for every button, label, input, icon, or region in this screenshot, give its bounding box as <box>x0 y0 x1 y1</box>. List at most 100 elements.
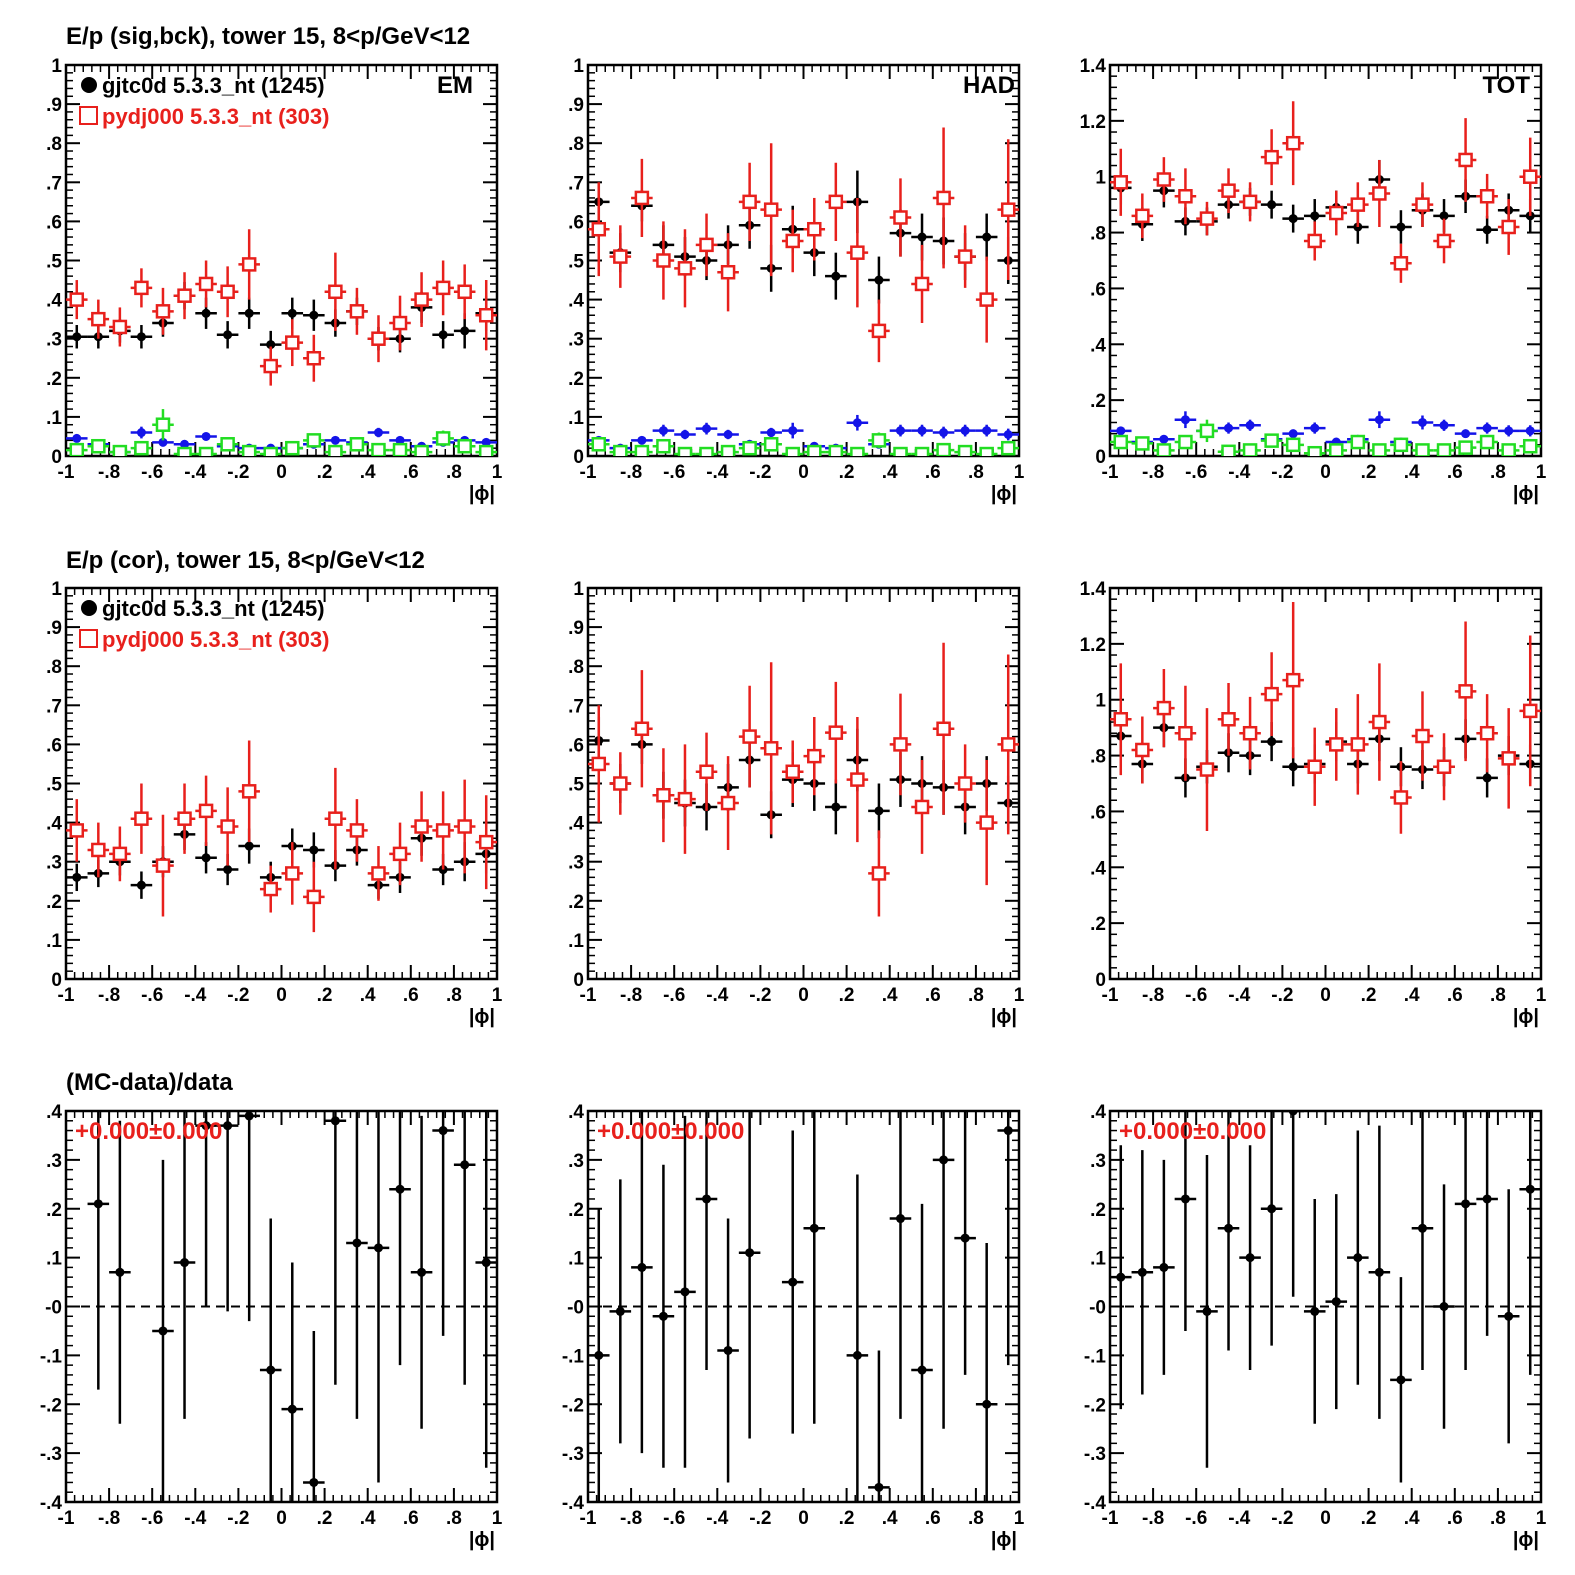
x-tick-label: 0 <box>1320 985 1331 1006</box>
data-point <box>785 233 800 249</box>
data-point <box>658 426 668 436</box>
data-point <box>330 1116 340 1126</box>
data-point <box>720 264 736 280</box>
data-point <box>392 846 408 862</box>
data-point <box>1350 737 1366 752</box>
data-point <box>874 275 884 285</box>
y-tick-label: .8 <box>568 657 584 678</box>
data-point <box>1436 759 1452 774</box>
x-tick-label: -.2 <box>227 1508 249 1529</box>
series-mc <box>1110 601 1541 834</box>
data-point <box>158 1326 168 1336</box>
x-tick-label: -.6 <box>1185 985 1207 1006</box>
x-tick-label: -.4 <box>706 462 729 483</box>
data-point <box>244 1111 254 1121</box>
x-tick-label: -.4 <box>184 462 207 483</box>
x-tick-label: -.2 <box>227 985 249 1006</box>
x-axis-label: |ϕ| <box>1513 483 1539 505</box>
data-point <box>223 865 233 875</box>
data-point <box>1501 443 1516 456</box>
data-point <box>180 1258 190 1268</box>
x-tick-label: .8 <box>446 985 462 1006</box>
x-tick-label: .4 <box>1404 985 1420 1006</box>
data-point <box>1288 1111 1298 1116</box>
data-point <box>478 444 494 456</box>
data-point <box>720 444 736 456</box>
data-point <box>112 444 128 456</box>
tag-em: EM <box>437 72 473 99</box>
x-tick-label: -.4 <box>1228 1508 1251 1529</box>
data-point <box>1245 1253 1255 1263</box>
x-tick-label: .4 <box>360 1508 376 1529</box>
x-tick-label: 0 <box>276 985 287 1006</box>
y-tick-label: .5 <box>46 252 62 273</box>
series-mc <box>66 229 497 386</box>
data-point <box>874 1482 884 1492</box>
data-point <box>1479 434 1495 450</box>
data-point <box>1482 225 1492 235</box>
x-tick-label: .2 <box>317 462 333 483</box>
ratio-mean-em: +0.000±0.000 <box>75 1118 222 1145</box>
y-tick-label: .1 <box>46 931 62 952</box>
data-point <box>1501 751 1516 766</box>
data-point <box>1350 434 1366 450</box>
data-point <box>637 1262 647 1272</box>
x-axis-label: |ϕ| <box>991 483 1017 505</box>
data-point <box>1242 443 1258 456</box>
data-point <box>198 446 214 456</box>
data-point <box>1482 773 1492 783</box>
y-tick-label: .3 <box>568 853 584 874</box>
data-point <box>723 1345 733 1355</box>
data-point <box>435 431 451 446</box>
x-tick-label: 1 <box>1536 985 1547 1006</box>
x-tick-label: -1 <box>1102 462 1119 483</box>
series-ratio <box>87 1111 497 1502</box>
data-point <box>960 1233 970 1243</box>
x-tick-label: 1 <box>492 985 503 1006</box>
x-tick-label: -1 <box>580 985 597 1006</box>
x-tick-label: -.6 <box>141 1508 163 1529</box>
x-tick-label: -.2 <box>1271 462 1293 483</box>
data-point <box>1242 725 1258 741</box>
data-point <box>414 819 429 834</box>
legend-mc-label: pydj000 5.3.3_nt (303) <box>102 627 329 652</box>
y-tick-label: .4 <box>1090 858 1106 879</box>
x-tick-label: -.8 <box>98 462 120 483</box>
data-point <box>241 257 257 272</box>
data-point <box>263 881 278 897</box>
y-tick-label: -.3 <box>1084 1444 1106 1465</box>
y-tick-label: .3 <box>568 330 584 351</box>
data-point <box>699 237 714 253</box>
x-tick-label: -.6 <box>663 1508 685 1529</box>
y-tick-label: .2 <box>568 369 584 390</box>
y-tick-label: -0 <box>45 1298 62 1319</box>
x-tick-label: -.8 <box>1142 462 1164 483</box>
data-point <box>201 308 211 318</box>
y-tick-label: .2 <box>568 892 584 913</box>
legend-row2: gjtc0d 5.3.3_nt (1245) pydj000 5.3.3_nt … <box>79 596 329 652</box>
panel-cor-had: 0 .1 .2 .3 .4 .5 .6 .7 .8 .9 1 -1 -.8 -.6 -.4 -.2 0 .2 .4.… <box>568 579 1025 1028</box>
y-tick-label: .4 <box>568 291 584 312</box>
y-tick-label: .5 <box>46 775 62 796</box>
data-point <box>158 437 168 447</box>
data-point <box>1436 443 1452 456</box>
plot-area <box>588 127 1019 456</box>
y-tick-label: -.2 <box>1084 1395 1106 1416</box>
data-point <box>807 748 822 764</box>
data-point <box>809 1223 819 1233</box>
x-axis-label: |ϕ| <box>1513 1529 1539 1551</box>
x-tick-label: -.2 <box>749 1508 771 1529</box>
y-tick-label: 0 <box>573 447 584 468</box>
data-point <box>457 438 472 454</box>
data-point <box>852 1350 862 1360</box>
data-point <box>1137 1267 1147 1277</box>
data-point <box>263 358 278 374</box>
data-point <box>1372 714 1387 730</box>
x-axis-label: |ϕ| <box>991 1529 1017 1551</box>
data-point <box>198 803 214 819</box>
y-tick-label: .2 <box>1090 391 1106 412</box>
y-tick-label: .4 <box>46 1102 62 1123</box>
x-tick-label: .8 <box>968 1508 984 1529</box>
data-point <box>656 438 671 454</box>
data-point <box>828 194 844 210</box>
